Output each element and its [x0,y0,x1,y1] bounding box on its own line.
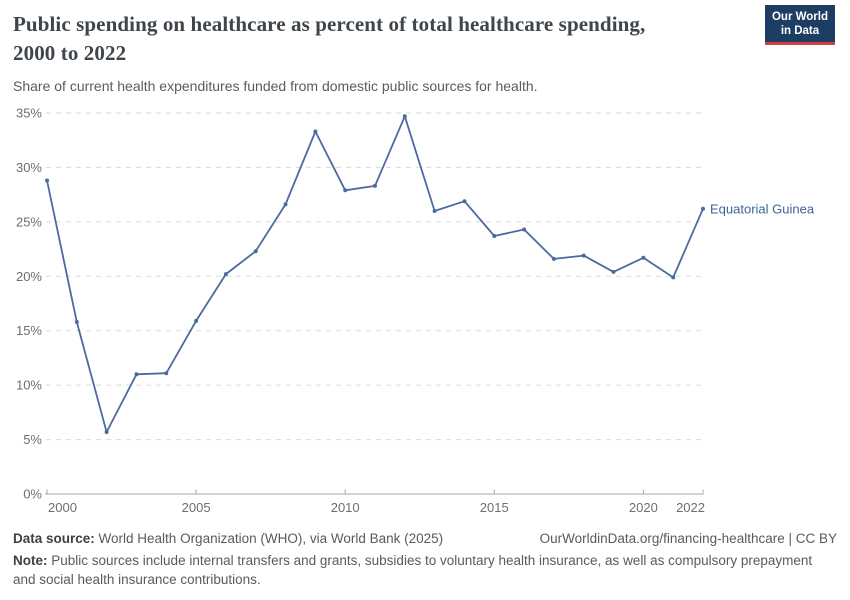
data-point [462,199,467,204]
data-point [581,253,586,258]
data-point [253,249,258,254]
x-tick-label: 2022 [676,500,705,515]
y-tick-label: 35% [16,106,42,121]
owid-logo-line2: in Data [780,25,820,37]
data-point [45,178,49,183]
x-tick-label: 2010 [331,500,360,515]
x-tick-label: 2000 [48,500,77,515]
y-tick-label: 20% [16,269,42,284]
data-point [432,209,437,213]
data-point [611,269,616,274]
footnote-label: Note: [13,553,48,568]
y-tick-label: 5% [23,432,42,447]
data-point [104,430,109,434]
data-point [671,275,676,280]
y-tick-label: 30% [16,160,42,175]
data-point [283,202,288,207]
data-point [194,318,199,323]
chart-subtitle: Share of current health expenditures fun… [13,78,538,94]
data-point [402,114,407,119]
data-point [223,272,228,277]
footnote-text: Public sources include internal transfer… [13,553,813,587]
data-source-text: World Health Organization (WHO), via Wor… [94,531,444,546]
x-tick-label: 2020 [629,500,658,515]
footnote: Note: Public sources include internal tr… [13,551,837,589]
data-point [492,234,497,238]
data-point [701,206,705,211]
y-tick-label: 25% [16,214,42,229]
attribution-link[interactable]: OurWorldinData.org/financing-healthcare … [539,531,837,546]
data-point [134,372,139,377]
data-point [373,183,377,188]
y-tick-label: 0% [23,487,42,502]
chart-title: Public spending on healthcare as percent… [13,12,646,65]
data-source-label: Data source: [13,531,95,546]
data-point [522,227,527,232]
y-tick-label: 15% [16,323,42,338]
data-source: Data source: World Health Organization (… [13,531,443,546]
x-tick-label: 2005 [182,500,211,515]
data-point [164,371,169,376]
y-tick-label: 10% [16,378,42,393]
data-point [343,188,348,193]
chart-footer: Data source: World Health Organization (… [13,531,837,589]
data-point [551,256,556,261]
x-tick-label: 2015 [480,500,509,515]
data-point [641,255,646,260]
data-point [74,320,79,324]
chart-header: Public spending on healthcare as percent… [13,10,837,95]
data-point [313,129,318,134]
owid-logo[interactable]: Our World in Data [764,5,835,45]
owid-logo-line1: Our World [771,11,828,23]
series-line [46,115,704,433]
series-end-label: Equatorial Guinea [710,201,815,216]
